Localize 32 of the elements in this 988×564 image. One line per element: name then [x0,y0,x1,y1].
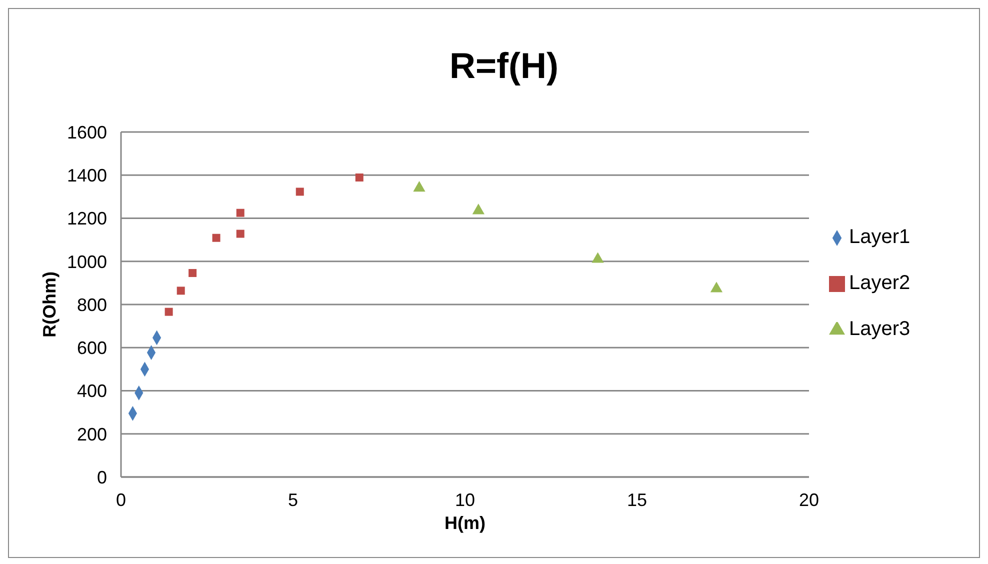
x-tick-label: 15 [626,490,648,510]
point [710,282,723,292]
point [188,269,197,278]
chart-title: R=f(H) [448,45,560,87]
point [164,308,173,316]
point [236,208,244,217]
x-tick-label: 20 [798,490,820,510]
x-tick-label: 0 [116,490,126,510]
y-tick-label: 800 [76,294,107,315]
y-tick-label: 1000 [66,252,107,272]
point [472,204,484,214]
y-tick-label: 0 [96,467,107,488]
y-tick-label: 600 [76,338,107,358]
x-tick-label: 5 [288,490,298,510]
y-tick-label: 200 [76,424,107,444]
legend-label: Layer2 [849,272,910,294]
x-tick-label: 10 [454,490,476,510]
point [212,234,220,242]
legend-label: Layer1 [849,226,910,248]
point [592,252,604,263]
point [296,188,304,196]
x-axis-title: H(m) [444,513,486,533]
point [236,230,244,238]
y-tick-label: 1200 [66,208,107,229]
legend-label: Layer3 [849,318,910,340]
point [413,181,426,192]
y-tick-label: 1600 [66,122,107,142]
y-tick-label: 400 [76,381,107,402]
y-axis-title: R(Ohm) [39,272,60,338]
point [355,173,364,182]
point [176,286,185,295]
y-tick-label: 1400 [66,166,107,186]
